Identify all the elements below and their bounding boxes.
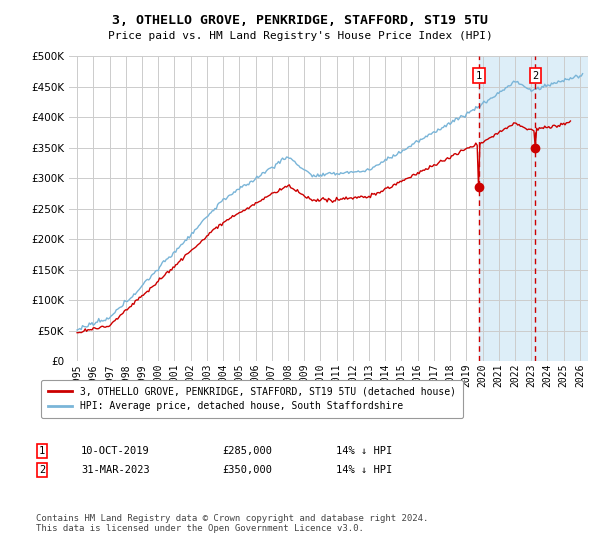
- Text: Contains HM Land Registry data © Crown copyright and database right 2024.
This d: Contains HM Land Registry data © Crown c…: [36, 514, 428, 533]
- Text: Price paid vs. HM Land Registry's House Price Index (HPI): Price paid vs. HM Land Registry's House …: [107, 31, 493, 41]
- Text: £350,000: £350,000: [222, 465, 272, 475]
- Text: 3, OTHELLO GROVE, PENKRIDGE, STAFFORD, ST19 5TU: 3, OTHELLO GROVE, PENKRIDGE, STAFFORD, S…: [112, 14, 488, 27]
- Bar: [479, 56, 588, 361]
- Text: 2: 2: [532, 71, 538, 81]
- Text: 2: 2: [39, 465, 45, 475]
- Text: 14% ↓ HPI: 14% ↓ HPI: [336, 446, 392, 456]
- Text: 31-MAR-2023: 31-MAR-2023: [81, 465, 150, 475]
- Text: 14% ↓ HPI: 14% ↓ HPI: [336, 465, 392, 475]
- Text: 10-OCT-2019: 10-OCT-2019: [81, 446, 150, 456]
- Text: £285,000: £285,000: [222, 446, 272, 456]
- Text: 1: 1: [476, 71, 482, 81]
- Text: 1: 1: [39, 446, 45, 456]
- Legend: 3, OTHELLO GROVE, PENKRIDGE, STAFFORD, ST19 5TU (detached house), HPI: Average p: 3, OTHELLO GROVE, PENKRIDGE, STAFFORD, S…: [41, 380, 463, 418]
